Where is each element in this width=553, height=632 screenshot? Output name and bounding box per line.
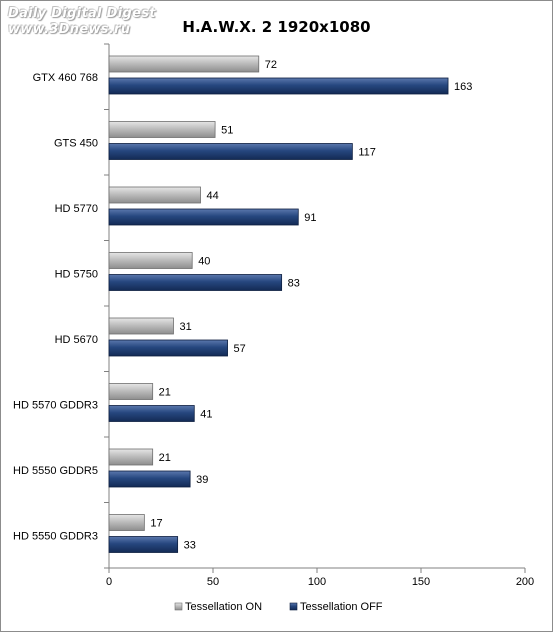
- chart-title: H.A.W.X. 2 1920x1080: [182, 18, 371, 36]
- bar-tessellation-on: [108, 186, 201, 204]
- category-label: HD 5550 GDDR3: [13, 530, 98, 542]
- bar-tessellation-off: [108, 274, 283, 291]
- axes: 0 50 100 150 200 GTX 460 768 GTS 450 HD 5770 HD …: [13, 43, 534, 588]
- data-label: 91: [304, 212, 316, 224]
- bar-tessellation-on: [108, 55, 260, 73]
- bar-tessellation-off: [108, 339, 228, 357]
- x-tick-label: 100: [308, 576, 326, 588]
- watermark-line-2: www.3Dnews.ru: [8, 22, 131, 37]
- x-tick-label: 50: [207, 576, 219, 588]
- bar-tessellation-off: [108, 470, 191, 488]
- bar-tessellation-off: [108, 143, 353, 160]
- bar-tessellation-off: [108, 77, 449, 95]
- bar-tessellation-on: [108, 514, 145, 531]
- data-label: 44: [207, 190, 219, 202]
- watermark: Daily Digital Digest www.3Dnews.ru: [8, 6, 156, 38]
- data-label: 117: [358, 147, 376, 159]
- legend-label-tessellation-on: Tessellation ON: [185, 601, 262, 613]
- bar-tessellation-off: [108, 405, 195, 422]
- x-tick-label: 0: [106, 576, 112, 588]
- data-label: 39: [196, 474, 208, 486]
- legend-swatch-tessellation-off: [289, 602, 298, 611]
- bar-tessellation-on: [108, 252, 193, 269]
- data-label: 21: [159, 452, 171, 464]
- category-label: HD 5570 GDDR3: [13, 399, 98, 411]
- bar-tessellation-off: [108, 536, 179, 553]
- category-label: GTS 450: [54, 137, 98, 149]
- category-label: GTX 460 768: [33, 72, 98, 84]
- x-tick-label: 150: [412, 576, 430, 588]
- bars: 72 163 51 117 44 91 40 83 31 57 21 41 21 39 17 33: [108, 55, 472, 553]
- data-label: 57: [234, 343, 246, 355]
- category-label: HD 5670: [55, 334, 98, 346]
- category-label: HD 5770: [55, 203, 98, 215]
- watermark-line-1: Daily Digital Digest: [8, 6, 156, 21]
- legend-swatch-tessellation-on: [174, 602, 183, 611]
- data-label: 72: [265, 59, 277, 71]
- data-label: 31: [179, 321, 191, 333]
- data-label: 21: [159, 387, 171, 399]
- data-label: 17: [150, 518, 162, 530]
- category-label: HD 5550 GDDR5: [13, 465, 98, 477]
- bar-tessellation-on: [108, 448, 154, 466]
- legend: Tessellation ON Tessellation OFF: [174, 601, 383, 613]
- bar-tessellation-off: [108, 208, 299, 226]
- bar-tessellation-on: [108, 383, 154, 400]
- data-label: 83: [288, 278, 300, 290]
- data-label: 33: [184, 540, 196, 552]
- data-label: 51: [221, 125, 233, 137]
- bar-tessellation-on: [108, 121, 216, 138]
- data-label: 41: [200, 409, 212, 421]
- bar-tessellation-on: [108, 317, 174, 335]
- x-tick-label: 200: [516, 576, 534, 588]
- data-label: 40: [198, 256, 210, 268]
- category-label: HD 5750: [55, 268, 98, 280]
- data-label: 163: [454, 81, 472, 93]
- legend-label-tessellation-off: Tessellation OFF: [300, 601, 383, 613]
